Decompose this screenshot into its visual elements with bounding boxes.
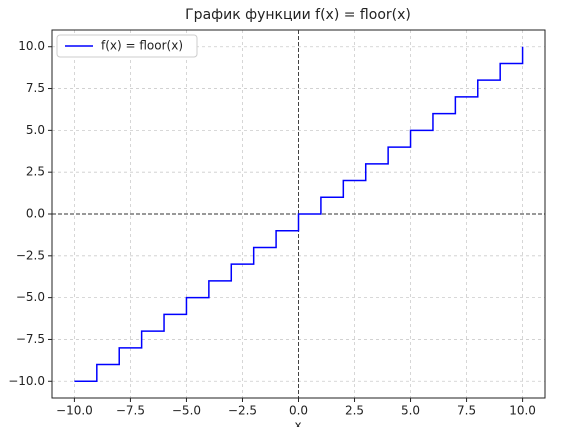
y-tick-label: 5.0 [26,123,45,137]
y-tick-label: −2.5 [16,248,45,262]
plot-frame [51,29,546,399]
x-tick-label: 10.0 [509,404,536,418]
x-tick-label: 0.0 [289,404,308,418]
x-tick-label: 5.0 [401,404,420,418]
x-tick-label: −10.0 [56,404,93,418]
legend-box [56,34,198,58]
y-tick-label: 10.0 [18,39,45,53]
y-tick-label: 7.5 [26,81,45,95]
y-tick-label: 2.5 [26,165,45,179]
y-tick-label: −5.0 [16,290,45,304]
y-tick-label: 0.0 [26,207,45,221]
x-axis-label: x [294,419,301,427]
y-tick-label: −10.0 [8,374,45,388]
legend-label: f(x) = floor(x) [101,39,183,53]
data-line [74,46,524,383]
x-tick-label: −2.5 [228,404,257,418]
y-tick-label: −7.5 [16,332,45,346]
chart-title: График функции f(x) = floor(x) [185,7,411,23]
x-tick-label: −7.5 [116,404,145,418]
x-tick-label: 7.5 [457,404,476,418]
x-tick-label: −5.0 [172,404,201,418]
x-tick-label: 2.5 [345,404,364,418]
